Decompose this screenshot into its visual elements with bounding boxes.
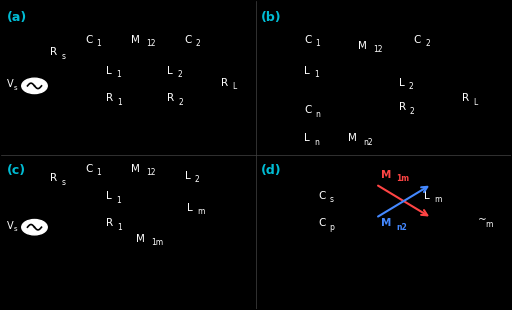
Text: C: C xyxy=(86,164,93,174)
Text: M: M xyxy=(131,35,140,45)
Text: s: s xyxy=(61,51,66,60)
Text: p: p xyxy=(329,223,334,232)
Text: n2: n2 xyxy=(363,138,373,147)
Text: (b): (b) xyxy=(261,11,282,24)
Text: 1: 1 xyxy=(116,196,121,205)
Text: L: L xyxy=(106,192,112,202)
Text: L: L xyxy=(106,65,112,76)
Text: 1: 1 xyxy=(97,168,101,177)
Text: V: V xyxy=(7,79,13,89)
Text: 12: 12 xyxy=(146,39,156,48)
Text: n2: n2 xyxy=(396,223,407,232)
Text: R: R xyxy=(106,218,113,228)
Text: M: M xyxy=(131,164,140,174)
Text: 2: 2 xyxy=(425,39,430,48)
Text: C: C xyxy=(414,35,421,45)
Text: M: M xyxy=(348,133,356,143)
Text: L: L xyxy=(424,191,430,201)
Text: L: L xyxy=(304,133,310,143)
Text: L: L xyxy=(304,65,310,76)
Text: s: s xyxy=(14,85,18,91)
Text: 1: 1 xyxy=(116,70,121,79)
Text: 12: 12 xyxy=(146,168,156,177)
Text: M: M xyxy=(136,233,145,244)
Text: ~: ~ xyxy=(478,215,486,225)
Text: 1m: 1m xyxy=(152,238,164,247)
Text: V: V xyxy=(7,221,13,231)
Text: L: L xyxy=(398,78,404,88)
Text: 2: 2 xyxy=(196,39,201,48)
Text: 12: 12 xyxy=(373,46,382,55)
Text: (d): (d) xyxy=(261,164,282,177)
Text: R: R xyxy=(50,47,57,57)
Text: 1: 1 xyxy=(315,39,321,48)
Text: R: R xyxy=(50,173,57,183)
Text: m: m xyxy=(434,195,442,204)
Text: s: s xyxy=(14,226,18,232)
Text: L: L xyxy=(167,65,173,76)
Text: m: m xyxy=(485,219,493,229)
Text: n: n xyxy=(315,110,321,119)
Text: L: L xyxy=(232,82,237,91)
Text: m: m xyxy=(198,207,205,216)
Text: M: M xyxy=(358,41,367,51)
Text: C: C xyxy=(185,35,192,45)
Text: M: M xyxy=(381,218,391,228)
Text: R: R xyxy=(221,78,228,88)
Text: R: R xyxy=(167,93,174,103)
Text: (c): (c) xyxy=(7,164,26,177)
Text: s: s xyxy=(329,195,333,204)
Text: 2: 2 xyxy=(410,107,415,116)
Text: s: s xyxy=(61,178,66,187)
Text: C: C xyxy=(304,35,312,45)
Text: C: C xyxy=(86,35,93,45)
Text: 1: 1 xyxy=(117,223,122,232)
Text: C: C xyxy=(304,105,312,115)
Text: 2: 2 xyxy=(177,70,182,79)
Circle shape xyxy=(22,78,47,94)
Text: 1: 1 xyxy=(314,70,319,79)
Circle shape xyxy=(22,219,47,235)
Text: R: R xyxy=(106,93,113,103)
Text: 1: 1 xyxy=(117,98,122,107)
Text: R: R xyxy=(398,102,406,113)
Text: 2: 2 xyxy=(409,82,414,91)
Text: (a): (a) xyxy=(7,11,27,24)
Text: M: M xyxy=(381,170,391,180)
Text: L: L xyxy=(187,203,193,213)
Text: 1m: 1m xyxy=(396,175,409,184)
Text: C: C xyxy=(318,191,326,201)
Text: L: L xyxy=(185,171,190,181)
Text: 1: 1 xyxy=(97,39,101,48)
Text: L: L xyxy=(474,98,478,107)
Text: C: C xyxy=(318,218,326,228)
Text: n: n xyxy=(314,138,319,147)
Text: R: R xyxy=(462,93,470,103)
Text: 2: 2 xyxy=(178,98,183,107)
Text: 2: 2 xyxy=(195,175,200,184)
